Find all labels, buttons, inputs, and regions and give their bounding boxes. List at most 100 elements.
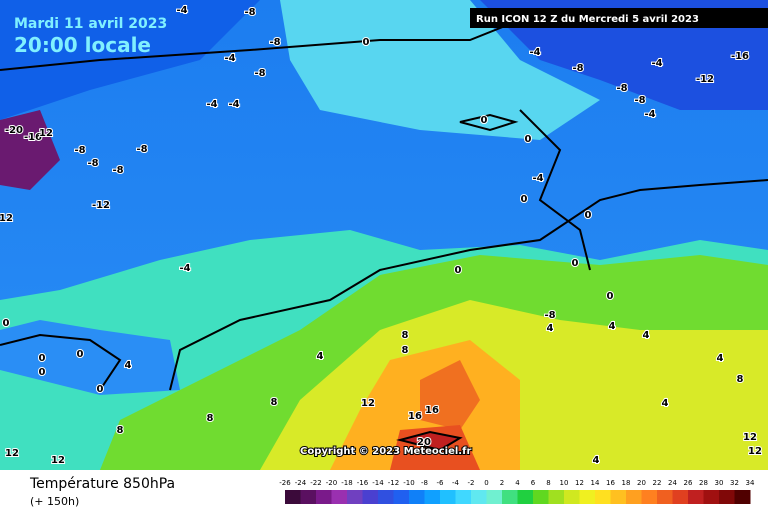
legend-swatch <box>424 490 441 504</box>
contour-label: 8 <box>117 425 124 436</box>
legend-tick-label: 34 <box>746 479 755 487</box>
contour-label: 4 <box>643 330 650 341</box>
legend-tick-label: -16 <box>357 479 369 487</box>
legend-swatch <box>672 490 689 504</box>
legend-tick-label: 2 <box>500 479 504 487</box>
legend-swatch <box>316 490 332 504</box>
contour-label: 4 <box>125 360 132 371</box>
contour-label: 4 <box>317 351 324 362</box>
legend-swatch <box>703 490 720 504</box>
legend-swatch <box>502 490 518 504</box>
contour-label: 12 <box>743 432 757 443</box>
legend-tick-label: 4 <box>515 479 520 487</box>
contour-label: 4 <box>593 455 600 466</box>
legend-swatch <box>657 490 673 504</box>
contour-label: 16 <box>408 411 422 422</box>
legend-swatch <box>719 490 735 504</box>
valid-time: 20:00 locale <box>14 33 151 57</box>
legend-tick-label: 16 <box>606 479 615 487</box>
contour-label: -8 <box>74 145 85 156</box>
legend-swatch <box>331 490 348 504</box>
contour-label: 0 <box>39 353 46 364</box>
contour-label: -8 <box>254 68 265 79</box>
contour-label: -8 <box>244 7 255 18</box>
contour-label: 4 <box>547 323 554 334</box>
legend-swatch <box>626 490 642 504</box>
contour-label: -12 <box>92 200 110 211</box>
contour-label: 0 <box>97 384 104 395</box>
legend-tick-label: -2 <box>468 479 475 487</box>
coastlines <box>0 19 768 452</box>
legend-tick-label: -24 <box>295 479 307 487</box>
contour-label: -20 <box>5 125 23 136</box>
contour-label: 0 <box>481 115 488 126</box>
legend-tick-label: 6 <box>531 479 536 487</box>
copyright: Copyright © 2023 Meteociel.fr <box>300 446 471 457</box>
legend-swatch <box>471 490 487 504</box>
contour-label: -4 <box>532 173 543 184</box>
contour-label: 0 <box>607 291 614 302</box>
contour-label: -8 <box>616 83 627 94</box>
legend-tick-label: -8 <box>421 479 428 487</box>
legend-tick-label: -26 <box>279 479 291 487</box>
contour-label: 12 <box>39 128 53 139</box>
legend-tick-label: -20 <box>326 479 337 487</box>
contour-label: -4 <box>529 47 540 58</box>
contour-label: 4 <box>717 353 724 364</box>
legend-swatch <box>579 490 596 504</box>
contour-label: -8 <box>572 63 583 74</box>
legend-tick-label: 32 <box>730 479 739 487</box>
contour-label: -8 <box>87 158 98 169</box>
contour-label: 16 <box>425 405 439 416</box>
contour-label: 12 <box>748 446 762 457</box>
contour-label: -4 <box>206 99 217 110</box>
legend-swatch <box>734 490 751 504</box>
contour-label: -8 <box>544 310 555 321</box>
legend-swatch <box>300 490 317 504</box>
contour-label: 0 <box>521 194 528 205</box>
legend-tick-label: 18 <box>622 479 631 487</box>
contour-label: 12 <box>361 398 375 409</box>
contour-label: 8 <box>402 330 409 341</box>
legend-swatch <box>347 490 363 504</box>
legend-tick-label: -6 <box>437 479 445 487</box>
legend-swatch <box>486 490 503 504</box>
contour-label: 0 <box>525 134 532 145</box>
contour-label: -4 <box>644 109 655 120</box>
contour-label: 0 <box>363 37 370 48</box>
legend-tick-label: -10 <box>403 479 414 487</box>
contour-label: 0 <box>572 258 579 269</box>
legend-tick-label: 20 <box>637 479 646 487</box>
legend-swatch <box>455 490 472 504</box>
legend-swatch <box>393 490 410 504</box>
legend-swatch <box>362 490 379 504</box>
legend-tick-label: -14 <box>372 479 384 487</box>
legend-swatch <box>409 490 425 504</box>
contour-label: -8 <box>634 95 645 106</box>
legend-tick-label: 8 <box>546 479 550 487</box>
legend-swatch <box>564 490 580 504</box>
contour-label: -4 <box>651 58 662 69</box>
contour-label: 0 <box>3 318 10 329</box>
legend-tick-label: 0 <box>484 479 488 487</box>
legend-swatch <box>517 490 534 504</box>
legend-tick-label: 24 <box>668 479 677 487</box>
legend-subtitle: (+ 150h) <box>30 495 79 508</box>
legend-tick-label: -12 <box>388 479 399 487</box>
contour-label: -8 <box>112 165 123 176</box>
legend-tick-label: 28 <box>699 479 708 487</box>
contour-label: -16 <box>24 132 42 143</box>
legend-swatch <box>688 490 704 504</box>
contour-label: 0 <box>77 349 84 360</box>
contour-label: 4 <box>609 321 616 332</box>
contour-label: 12 <box>51 455 65 466</box>
legend-tick-label: 10 <box>560 479 569 487</box>
contour-label: -4 <box>179 263 190 274</box>
contour-label: 8 <box>271 397 278 408</box>
contour-label: -8 <box>269 37 280 48</box>
legend-swatch <box>440 490 456 504</box>
contour-label: 0 <box>455 265 462 276</box>
contour-label: -4 <box>224 53 235 64</box>
legend-swatch <box>378 490 394 504</box>
